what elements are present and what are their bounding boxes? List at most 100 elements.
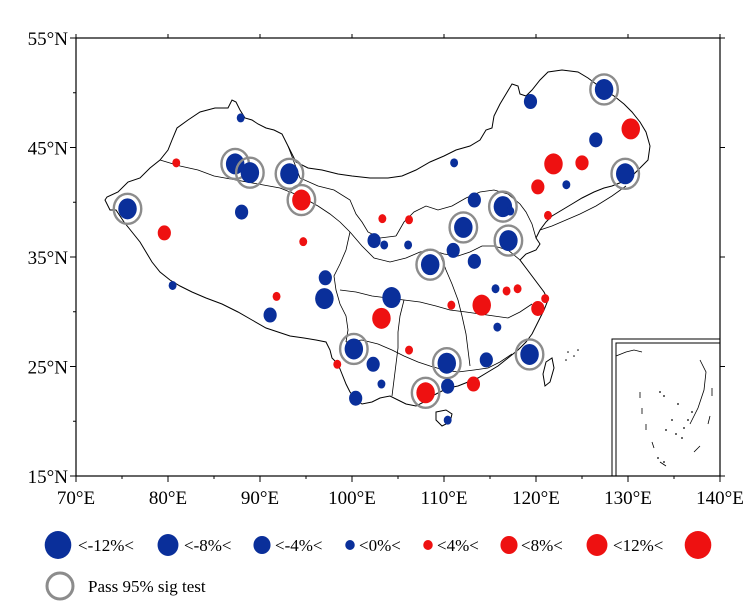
station-dot xyxy=(349,390,363,406)
legend-significance-ring xyxy=(45,571,75,601)
y-tick-label: 15°N xyxy=(28,467,69,488)
station-dot xyxy=(493,322,502,332)
station-dot xyxy=(441,378,455,394)
station-dot xyxy=(420,254,440,276)
internal-border-2 xyxy=(159,159,351,233)
station-dot xyxy=(491,284,500,294)
coast-islets xyxy=(565,349,579,361)
legend-symbol xyxy=(586,534,608,556)
significance-ring xyxy=(286,183,317,217)
station-dot xyxy=(467,192,481,208)
station-dot xyxy=(299,237,308,247)
significance-ring xyxy=(487,190,518,223)
station-dot xyxy=(378,214,387,224)
station-dot xyxy=(405,215,414,225)
station-dot xyxy=(372,307,391,329)
legend-label: <-4%< xyxy=(275,536,323,555)
station-dot xyxy=(450,158,459,168)
y-tick-label: 25°N xyxy=(28,358,69,379)
y-tick-label: 45°N xyxy=(28,139,69,160)
x-tick-label: 120°E xyxy=(512,488,560,509)
inset-frame-outer xyxy=(611,338,721,477)
station-dot xyxy=(506,206,515,216)
legend-symbol xyxy=(500,536,518,554)
legend-significance-label: Pass 95% sig test xyxy=(88,577,206,596)
inset-coast xyxy=(615,349,707,425)
y-tick-label: 35°N xyxy=(28,248,69,269)
legend-label: <4%< xyxy=(437,536,479,555)
legend-symbol xyxy=(157,534,179,556)
station-dot xyxy=(454,216,473,238)
station-dot xyxy=(544,210,552,220)
station-dot xyxy=(118,198,137,220)
station-dot xyxy=(466,376,481,392)
station-dot xyxy=(575,155,589,171)
station-dot xyxy=(236,113,245,123)
significance-ring xyxy=(112,192,143,226)
station-dot xyxy=(562,180,571,190)
axes-layer: 70°E 80°E 90°E 100°E 110°E 120°E 130°E 140°E 55°… xyxy=(28,29,744,509)
station-dot xyxy=(616,163,635,185)
x-tick-label: 130°E xyxy=(604,488,652,509)
station-dot xyxy=(235,204,249,220)
significance-ring xyxy=(338,332,369,366)
significance-ring xyxy=(415,248,446,281)
legend-symbol xyxy=(44,531,72,559)
x-tick-label: 90°E xyxy=(241,488,279,509)
significance-ring xyxy=(514,338,545,371)
station-dot xyxy=(380,240,389,250)
station-dot xyxy=(594,78,614,100)
legend-symbol xyxy=(253,536,271,554)
significance-ring xyxy=(589,73,620,106)
station-dot xyxy=(315,288,334,310)
station-dot xyxy=(437,352,457,374)
station-dot xyxy=(318,270,332,286)
station-dot xyxy=(292,189,311,211)
legend-label: <12%< xyxy=(613,536,663,555)
station-dot xyxy=(382,287,401,309)
station-dot xyxy=(531,179,545,195)
station-dot xyxy=(589,132,603,148)
station-dot xyxy=(367,233,381,249)
station-dot xyxy=(405,345,414,355)
china-mainland-outline xyxy=(104,69,651,407)
significance-ring xyxy=(448,211,479,244)
station-dot xyxy=(621,118,640,140)
x-tick-label: 140°E xyxy=(696,488,744,509)
internal-border-3 xyxy=(333,231,351,343)
station-dot xyxy=(263,307,277,323)
station-dot xyxy=(172,158,181,168)
significance-ring xyxy=(493,224,524,257)
station-dot xyxy=(168,280,177,290)
significance-ring xyxy=(610,157,641,190)
station-dot xyxy=(333,359,342,369)
legend-label: <0%< xyxy=(359,536,401,555)
station-dot xyxy=(499,230,518,252)
x-tick-label: 80°E xyxy=(149,488,187,509)
station-dot xyxy=(377,379,386,389)
station-dot xyxy=(344,338,364,360)
inset-nine-dash-line xyxy=(639,388,713,467)
internal-border-8 xyxy=(439,253,471,367)
station-dot xyxy=(366,356,380,372)
station-dot xyxy=(225,153,245,175)
legend-symbol xyxy=(345,540,355,550)
station-dot xyxy=(240,162,260,184)
internal-border-9 xyxy=(391,299,405,397)
station-dot xyxy=(157,225,171,241)
station-dot xyxy=(446,242,460,258)
station-dot xyxy=(531,300,545,316)
south-china-sea-inset xyxy=(611,338,721,477)
china-border xyxy=(104,69,651,427)
station-dot xyxy=(404,240,413,250)
x-tick-label: 100°E xyxy=(328,488,376,509)
station-dot xyxy=(416,382,435,404)
legend-label: <8%< xyxy=(521,536,563,555)
stations-layer xyxy=(112,73,641,425)
station-dot xyxy=(544,153,563,175)
legend-symbol xyxy=(684,531,712,559)
significance-ring xyxy=(431,347,462,380)
station-dot xyxy=(479,352,493,368)
station-dot xyxy=(447,300,456,310)
